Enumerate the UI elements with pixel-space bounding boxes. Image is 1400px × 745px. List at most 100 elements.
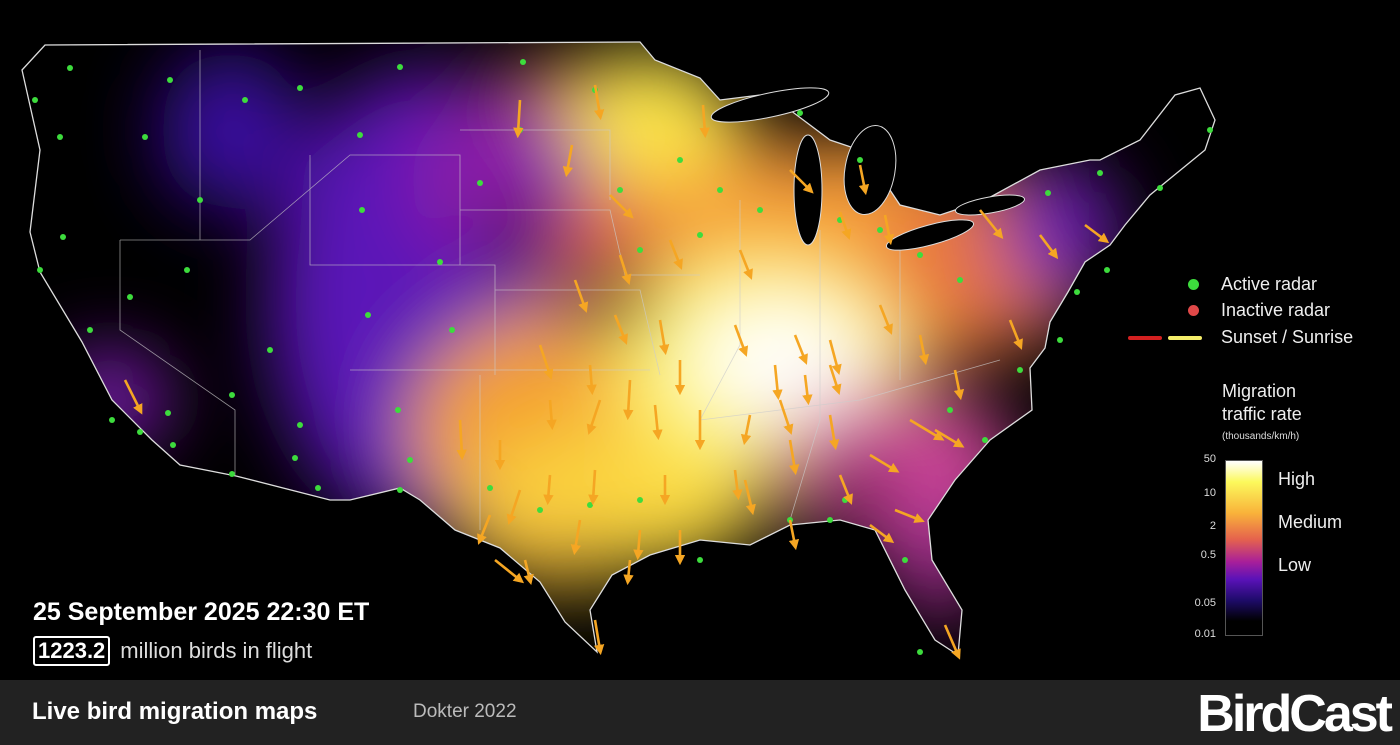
flight-arrow	[802, 374, 813, 406]
footer-title[interactable]: Live bird migration maps	[32, 698, 318, 725]
flight-arrow	[869, 523, 895, 544]
radar-station[interactable]	[297, 422, 303, 428]
radar-station[interactable]	[857, 157, 863, 163]
radar-station[interactable]	[37, 267, 43, 273]
radar-station[interactable]	[917, 649, 923, 655]
radar-station[interactable]	[397, 487, 403, 493]
flight-arrow	[838, 474, 853, 505]
radar-station[interactable]	[142, 134, 148, 140]
flight-arrow	[573, 279, 589, 313]
radar-station[interactable]	[842, 497, 848, 503]
radar-station[interactable]	[487, 485, 493, 491]
radar-station[interactable]	[757, 207, 763, 213]
radar-station[interactable]	[449, 327, 455, 333]
radar-station[interactable]	[60, 234, 66, 240]
sunset-line-icon	[1128, 336, 1162, 340]
radar-station[interactable]	[184, 267, 190, 273]
radar-station[interactable]	[167, 77, 173, 83]
radar-station[interactable]	[365, 312, 371, 318]
radar-station[interactable]	[982, 437, 988, 443]
radar-station[interactable]	[917, 252, 923, 258]
radar-station[interactable]	[32, 97, 38, 103]
radar-station[interactable]	[292, 455, 298, 461]
radar-station[interactable]	[1057, 337, 1063, 343]
flight-arrow	[613, 314, 628, 345]
flight-arrow	[789, 169, 814, 194]
flight-arrow	[778, 399, 794, 435]
flight-arrow	[609, 194, 634, 219]
radar-station[interactable]	[697, 232, 703, 238]
radar-station[interactable]	[165, 410, 171, 416]
flight-arrow	[858, 164, 870, 196]
radar-station[interactable]	[229, 471, 235, 477]
radar-station[interactable]	[1157, 185, 1163, 191]
flight-arrow	[978, 209, 1004, 240]
lake	[710, 87, 830, 123]
radar-station[interactable]	[617, 187, 623, 193]
lake	[843, 124, 897, 216]
radar-station[interactable]	[902, 557, 908, 563]
radar-station[interactable]	[57, 134, 63, 140]
flight-arrow	[570, 519, 582, 556]
radar-station[interactable]	[297, 85, 303, 91]
radar-station[interactable]	[242, 97, 248, 103]
radar-station[interactable]	[395, 407, 401, 413]
flight-arrow	[658, 319, 670, 356]
radar-station[interactable]	[170, 442, 176, 448]
datetime-label: 25 September 2025 22:30 ET	[33, 598, 370, 626]
colorbar-title: Migration traffic rate	[1222, 380, 1302, 426]
radar-station[interactable]	[1074, 289, 1080, 295]
colorbar-tick: 50	[1203, 453, 1216, 465]
radar-station[interactable]	[477, 180, 483, 186]
radar-station[interactable]	[397, 64, 403, 70]
radar-station[interactable]	[520, 59, 526, 65]
state-border	[120, 154, 461, 265]
radar-station[interactable]	[229, 392, 235, 398]
radar-station[interactable]	[1104, 267, 1110, 273]
radar-station[interactable]	[359, 207, 365, 213]
radar-station[interactable]	[1207, 127, 1213, 133]
flight-arrow	[918, 334, 930, 366]
radar-station[interactable]	[87, 327, 93, 333]
flight-arrow	[593, 84, 605, 121]
radar-station[interactable]	[827, 517, 833, 523]
radar-station[interactable]	[677, 157, 683, 163]
flight-arrow	[513, 99, 524, 139]
radar-station[interactable]	[109, 417, 115, 423]
radar-station[interactable]	[315, 485, 321, 491]
radar-station[interactable]	[537, 507, 543, 513]
flight-arrow	[828, 364, 842, 395]
lake	[793, 134, 823, 246]
radar-station[interactable]	[797, 110, 803, 116]
radar-station[interactable]	[587, 502, 593, 508]
radar-station[interactable]	[127, 294, 133, 300]
radar-station[interactable]	[717, 187, 723, 193]
radar-station[interactable]	[267, 347, 273, 353]
radar-station[interactable]	[357, 132, 363, 138]
flight-arrow	[618, 254, 632, 285]
radar-station[interactable]	[407, 457, 413, 463]
radar-station[interactable]	[437, 259, 443, 265]
radar-station[interactable]	[1097, 170, 1103, 176]
colorbar-title-line1: Migration	[1222, 381, 1297, 401]
radar-station[interactable]	[697, 557, 703, 563]
migration-map[interactable]	[0, 0, 1400, 680]
radar-station[interactable]	[637, 247, 643, 253]
flight-arrow	[732, 469, 743, 501]
radar-station[interactable]	[877, 227, 883, 233]
radar-station[interactable]	[637, 497, 643, 503]
birds-count: 1223.2	[33, 636, 111, 666]
citation[interactable]: Dokter 2022	[413, 701, 517, 722]
intensity-blob	[780, 390, 1020, 550]
radar-station[interactable]	[1045, 190, 1051, 196]
radar-station[interactable]	[67, 65, 73, 71]
radar-station[interactable]	[197, 197, 203, 203]
radar-station[interactable]	[137, 429, 143, 435]
flight-arrow	[623, 379, 634, 421]
radar-station[interactable]	[947, 407, 953, 413]
flight-arrow	[828, 339, 842, 376]
flight-arrow	[740, 414, 752, 446]
radar-station[interactable]	[1017, 367, 1023, 373]
radar-station[interactable]	[957, 277, 963, 283]
flight-arrow	[733, 324, 749, 357]
